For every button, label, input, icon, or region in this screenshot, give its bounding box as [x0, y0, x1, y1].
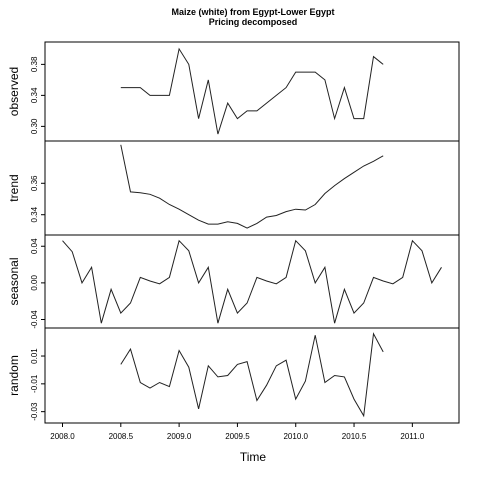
x-tick-label: 2010.0	[283, 432, 308, 441]
x-axis: 2008.0 2008.5 2009.0 2009.5 2010.0 2010.5 2011…	[50, 423, 425, 441]
panel-observed: 0.30 0.34 0.38 observed	[7, 42, 459, 141]
x-tick-label: 2009.0	[167, 432, 192, 441]
panel-trend: 0.34 0.36 trend	[7, 141, 459, 235]
y-tick-label-seasonal: -0.04	[30, 310, 39, 329]
series-line-trend	[121, 145, 383, 228]
x-tick-label: 2011.0	[400, 432, 424, 441]
x-tick-label: 2009.5	[225, 432, 250, 441]
series-line-random	[121, 334, 383, 416]
chart-title: Maize (white) from Egypt-Lower Egypt	[171, 7, 334, 17]
y-tick-label-trend: 0.36	[30, 175, 39, 191]
y-tick-label-seasonal: 0.00	[30, 275, 39, 291]
x-axis-label: Time	[240, 450, 267, 464]
y-axis-label-random: random	[7, 355, 21, 396]
y-tick-label-random: -0.03	[30, 402, 39, 421]
chart-subtitle: Pricing decomposed	[209, 17, 298, 27]
x-tick-label: 2010.5	[342, 432, 367, 441]
series-line-seasonal	[63, 241, 442, 324]
y-tick-label-observed: 0.34	[30, 87, 39, 103]
y-axis-label-observed: observed	[7, 67, 21, 116]
x-tick-label: 2008.5	[109, 432, 134, 441]
panels-group: 0.30 0.34 0.38 observed 0.34 0.36 trend -0.04 0.…	[7, 42, 459, 423]
y-tick-label-random: -0.01	[30, 374, 39, 393]
y-tick-label-observed: 0.38	[30, 56, 39, 72]
panel-random-frame	[45, 328, 459, 423]
panel-seasonal: -0.04 0.00 0.04 seasonal	[7, 235, 459, 329]
x-tick-label: 2008.0	[50, 432, 75, 441]
y-axis-label-trend: trend	[7, 174, 21, 201]
series-line-observed	[121, 49, 383, 134]
y-axis-label-seasonal: seasonal	[7, 257, 21, 305]
panel-random: -0.03 -0.01 0.01 random	[7, 328, 459, 423]
y-tick-label-seasonal: 0.04	[30, 238, 39, 254]
panel-trend-frame	[45, 141, 459, 235]
y-tick-label-random: 0.01	[30, 348, 39, 364]
y-tick-label-observed: 0.30	[30, 118, 39, 134]
panel-observed-frame	[45, 42, 459, 141]
y-tick-label-trend: 0.34	[30, 206, 39, 222]
